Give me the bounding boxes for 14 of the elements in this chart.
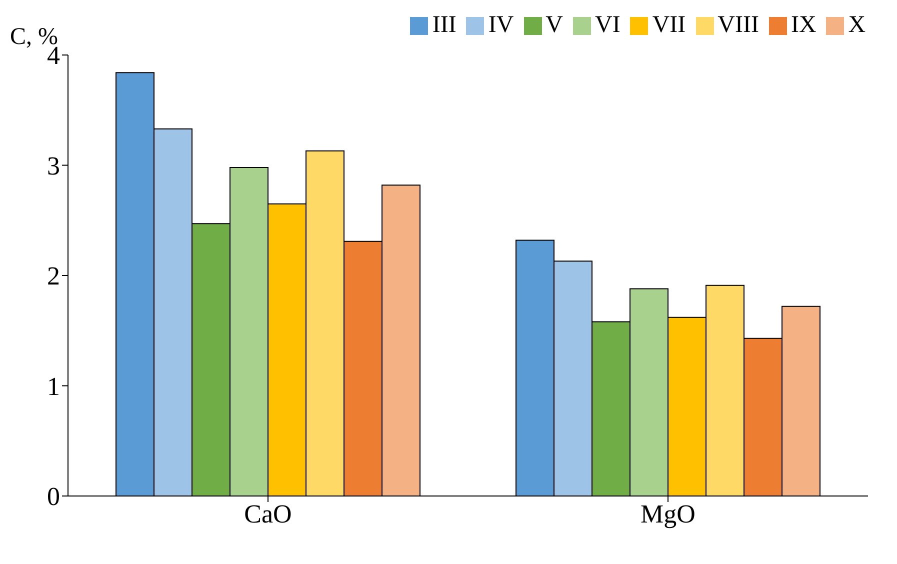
legend-label: X (848, 12, 866, 38)
legend-label: VII (652, 12, 686, 38)
legend-label: V (546, 12, 563, 38)
legend-label: IX (790, 12, 816, 38)
x-tick-label: CaO (244, 499, 292, 528)
x-tick-label: MgO (640, 499, 696, 528)
legend-label: VI (595, 12, 620, 38)
legend-label: VIII (718, 12, 759, 38)
y-tick-label: 3 (47, 151, 60, 180)
y-tick-label: 0 (47, 482, 60, 512)
legend-label: IV (488, 12, 514, 38)
y-tick-label: 1 (47, 372, 60, 401)
legend-label: III (432, 12, 456, 38)
y-tick-label: 2 (47, 262, 60, 291)
